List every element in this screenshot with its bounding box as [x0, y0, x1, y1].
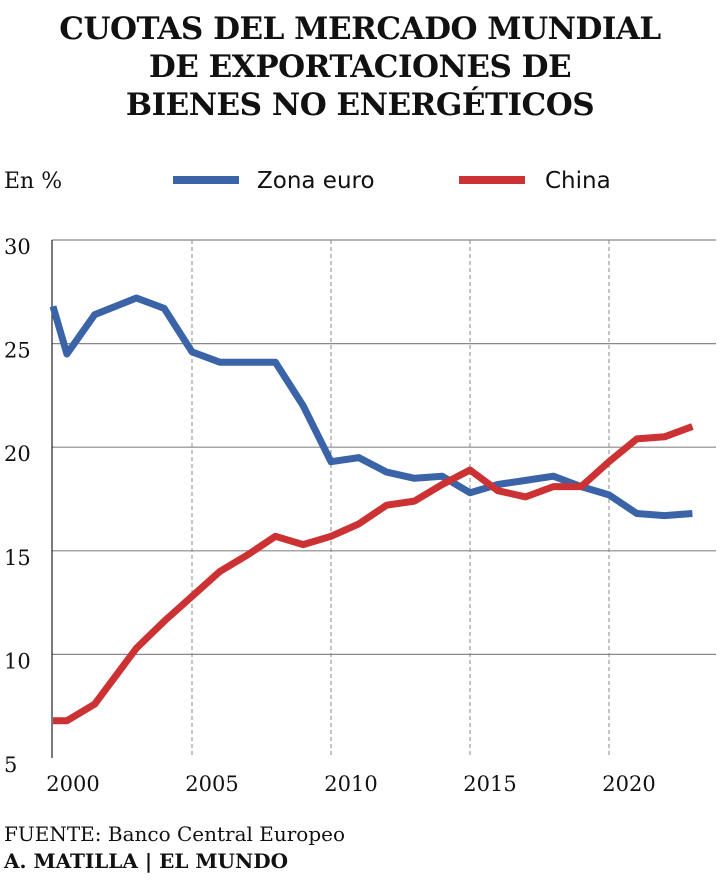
credit-note: A. MATILLA | EL MUNDO: [4, 849, 288, 873]
y-tick-label: 30: [4, 235, 31, 259]
x-tick-label: 2000: [46, 772, 99, 796]
y-tick-label: 5: [4, 753, 17, 777]
line-chart: 5 10 15 20 25 30 2000 2005 2010 2015 2020 En % Zona …: [0, 0, 720, 815]
y-tick-label: 20: [4, 442, 31, 466]
legend-label-1: Zona euro: [257, 168, 375, 194]
source-note: FUENTE: Banco Central Europeo: [4, 822, 345, 846]
y-tick-label: 25: [4, 339, 31, 363]
unit-label: En %: [4, 169, 62, 194]
y-tick-label: 10: [4, 649, 31, 673]
legend-label-2: China: [545, 168, 611, 194]
x-tick-label: 2010: [324, 772, 377, 796]
x-tick-label: 2020: [602, 772, 655, 796]
x-tick-label: 2005: [185, 772, 238, 796]
x-tick-label: 2015: [463, 772, 516, 796]
series-line-1: [53, 298, 692, 516]
y-tick-label: 15: [4, 546, 31, 570]
series-line-2: [53, 427, 692, 721]
